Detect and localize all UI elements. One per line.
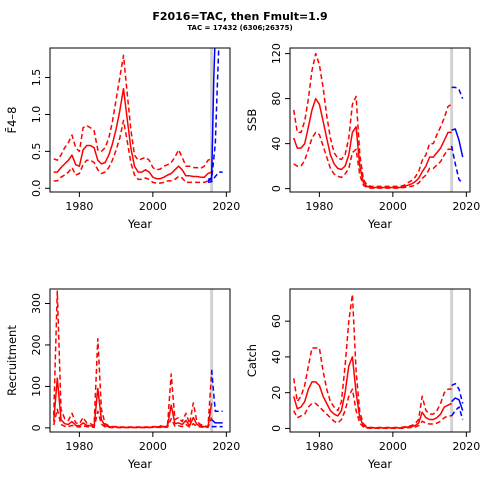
fbar-plot-frame — [49, 47, 231, 193]
recruitment-history-dashed-line-1 — [52, 290, 213, 428]
recruitment-panel: 1980 2000 2020 0 100 200 300 Year Recruitment — [5, 288, 240, 471]
ssb-y-axis-label: SSB — [245, 109, 259, 132]
ssb-x-tick-label: 2000 — [379, 200, 407, 213]
fbar-y-axis-label: F̄4–8 — [5, 107, 19, 134]
catch-y-tick-label: 20 — [270, 386, 283, 400]
recruitment-x-tick-label: 2020 — [212, 440, 240, 453]
ssb-x-tick-label: 2020 — [452, 200, 480, 213]
fbar-x-tick-label: 1980 — [65, 200, 93, 213]
ssb-plot-frame — [289, 47, 471, 193]
recruitment-y-tick-label: 300 — [30, 293, 43, 314]
ssb-history-solid-line-0 — [292, 97, 452, 189]
ssb-forecast-dashed-line-5 — [450, 145, 464, 184]
figure-subtitle: TAC = 17432 (6306;26375) — [187, 24, 293, 32]
catch-history-dashed-line-2 — [293, 388, 452, 429]
catch-x-tick-label: 2020 — [452, 440, 480, 453]
ssb-forecast-dashed-line-4 — [451, 86, 464, 99]
recruitment-x-tick-label: 2000 — [139, 440, 167, 453]
ssb-series-group — [292, 52, 464, 189]
fbar-x-tick-label: 2000 — [139, 200, 167, 213]
fbar-series-group — [53, 48, 223, 184]
fbar-x-tick-label: 2020 — [212, 200, 240, 213]
fbar-history-dashed-line-1 — [53, 54, 212, 171]
recruitment-forecast-solid-line-3 — [211, 419, 223, 424]
recruitment-y-axis-label: Recruitment — [5, 325, 19, 396]
fbar-y-tick-label: 1.0 — [30, 106, 43, 124]
ssb-history-dashed-line-1 — [292, 52, 452, 188]
recruitment-y-tick-label: 100 — [30, 376, 43, 397]
catch-history-solid-line-0 — [292, 356, 452, 429]
catch-x-axis-label: Year — [367, 457, 393, 471]
catch-y-tick-label: 0 — [270, 425, 283, 432]
fbar-y-tick-label: 1.5 — [30, 69, 43, 87]
fbar-forecast-dashed-line-5 — [207, 171, 223, 184]
catch-history-dashed-line-1 — [292, 293, 452, 429]
catch-forecast-dashed-line-5 — [450, 406, 464, 420]
figure-title: F2016=TAC, then Fmult=1.9 — [152, 10, 328, 23]
ssb-y-tick-label: 80 — [270, 92, 283, 106]
recruitment-history-dashed-line-2 — [52, 408, 213, 429]
fbar-forecast-dashed-line-4 — [207, 48, 220, 182]
catch-plot-frame — [289, 288, 471, 433]
ssb-x-axis-label: Year — [367, 217, 393, 231]
catch-series-group — [292, 293, 464, 429]
recruitment-y-tick-label: 200 — [30, 334, 43, 355]
ssb-history-dashed-line-2 — [293, 131, 452, 189]
ssb-y-tick-label: 40 — [270, 137, 283, 151]
recruitment-plot-frame — [49, 288, 231, 433]
catch-y-axis-label: Catch — [245, 344, 259, 377]
fbar-panel: 1980 2000 2020 0.0 0.5 1.0 1.5 Year F̄4–8 — [5, 47, 240, 231]
recruitment-x-axis-label: Year — [127, 457, 153, 471]
catch-y-tick-label: 40 — [270, 350, 283, 364]
recruitment-series-group — [52, 290, 223, 429]
fbar-y-tick-label: 0.0 — [30, 180, 43, 198]
recruitment-x-tick-label: 1980 — [65, 440, 93, 453]
fbar-history-solid-line-0 — [53, 87, 212, 180]
fbar-forecast-solid-line-3 — [207, 48, 216, 181]
catch-x-tick-label: 1980 — [305, 440, 333, 453]
catch-x-tick-label: 2000 — [379, 440, 407, 453]
recruitment-forecast-dashed-line-4 — [210, 369, 223, 413]
ssb-y-tick-label: 0 — [270, 185, 283, 192]
ssb-forecast-solid-line-3 — [451, 128, 464, 158]
catch-panel: 1980 2000 2020 0 20 40 60 Year Catch — [245, 288, 480, 471]
fbar-history-dashed-line-2 — [53, 119, 212, 184]
catch-forecast-solid-line-3 — [451, 397, 464, 411]
recruitment-y-tick-label: 0 — [30, 424, 43, 431]
fbar-y-tick-label: 0.5 — [30, 143, 43, 161]
ssb-y-tick-label: 120 — [270, 43, 283, 64]
fbar-x-axis-label: Year — [127, 217, 153, 231]
ssb-panel: 1980 2000 2020 0 40 80 120 Year SSB — [245, 43, 480, 231]
catch-y-tick-label: 60 — [270, 314, 283, 328]
catch-forecast-dashed-line-4 — [451, 382, 464, 404]
ssb-x-tick-label: 1980 — [305, 200, 333, 213]
